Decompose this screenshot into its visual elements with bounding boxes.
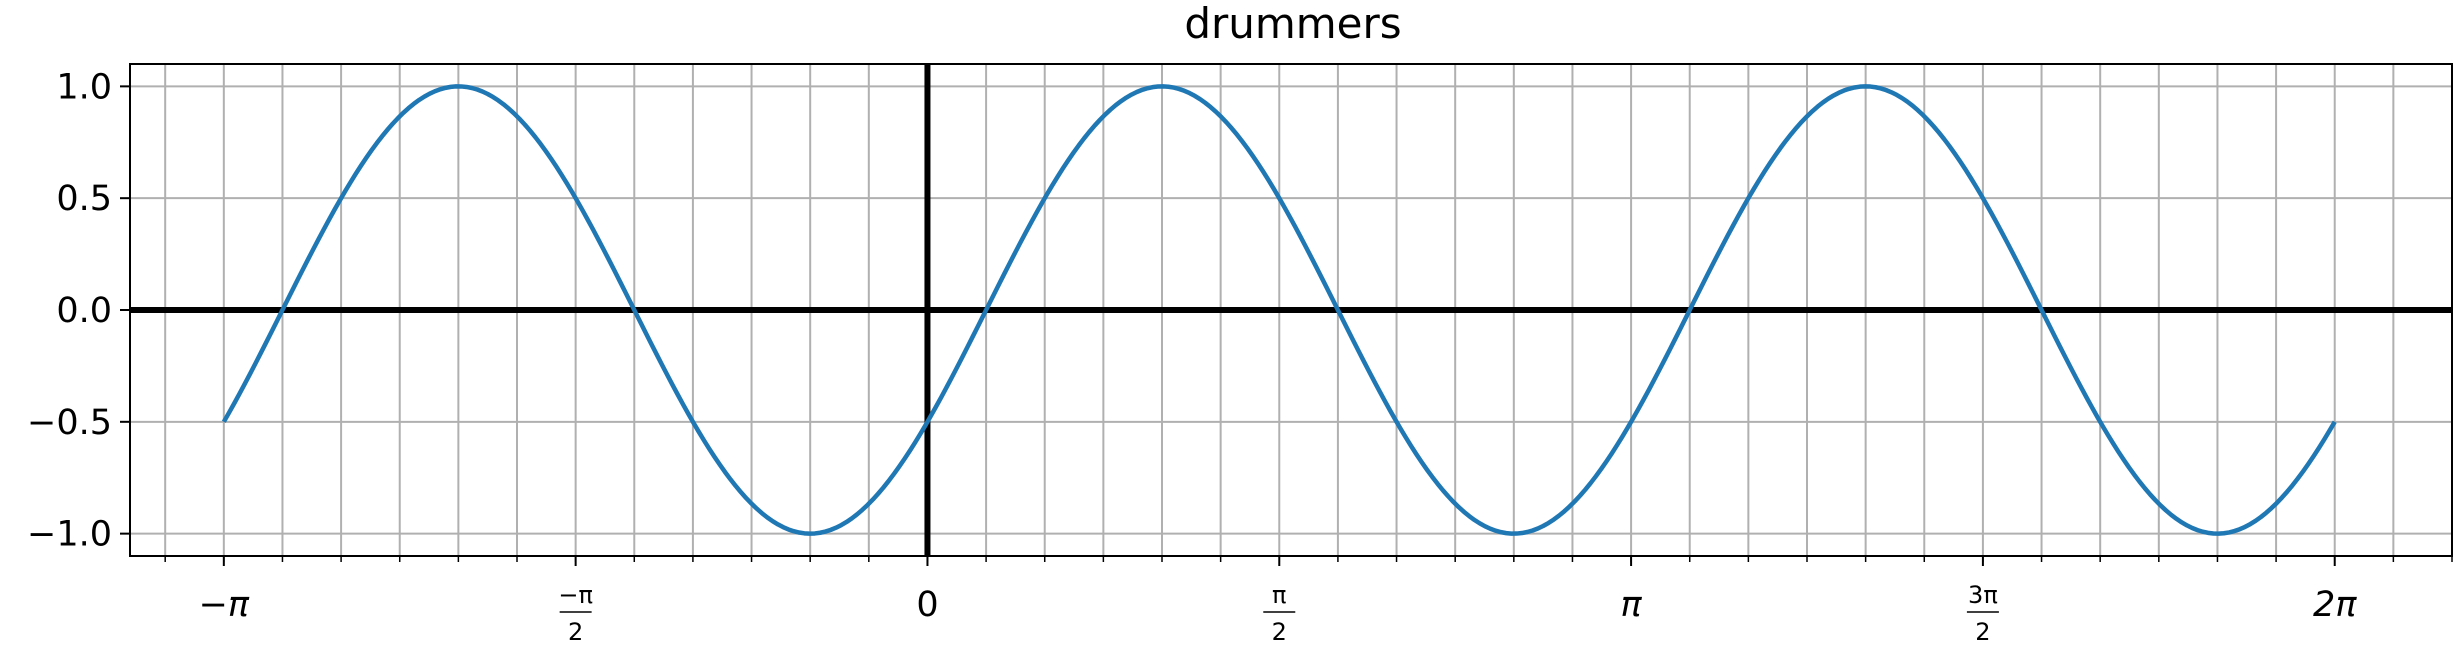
x-tick-label-denominator: 2 — [1272, 618, 1287, 646]
y-tick-label: 1.0 — [56, 67, 112, 107]
x-tick-label: 0 — [916, 585, 938, 625]
x-tick-label: −π — [199, 585, 250, 625]
x-tick-label-denominator: 2 — [1975, 618, 1990, 646]
tick-marks — [120, 85, 2453, 566]
y-tick-label: −0.5 — [27, 403, 112, 443]
chart-title: drummers — [1184, 0, 1401, 48]
x-tick-label-numerator: 3π — [1968, 581, 1998, 609]
y-tick-label: 0.5 — [56, 179, 112, 219]
y-tick-label: −1.0 — [27, 515, 112, 555]
zero-axes — [130, 64, 2452, 556]
x-tick-label-numerator: π — [1272, 581, 1286, 609]
x-tick-label-denominator: 2 — [568, 618, 583, 646]
y-tick-labels: 1.0 0.5 0.0 −0.5 −1.0 — [27, 67, 112, 554]
x-tick-label-numerator: −π — [558, 581, 593, 609]
series-layer — [221, 84, 2337, 536]
series-line — [221, 84, 2337, 536]
x-tick-label: π — [1621, 585, 1643, 625]
x-tick-label: 2π — [2313, 585, 2357, 625]
y-tick-label: 0.0 — [56, 291, 112, 331]
